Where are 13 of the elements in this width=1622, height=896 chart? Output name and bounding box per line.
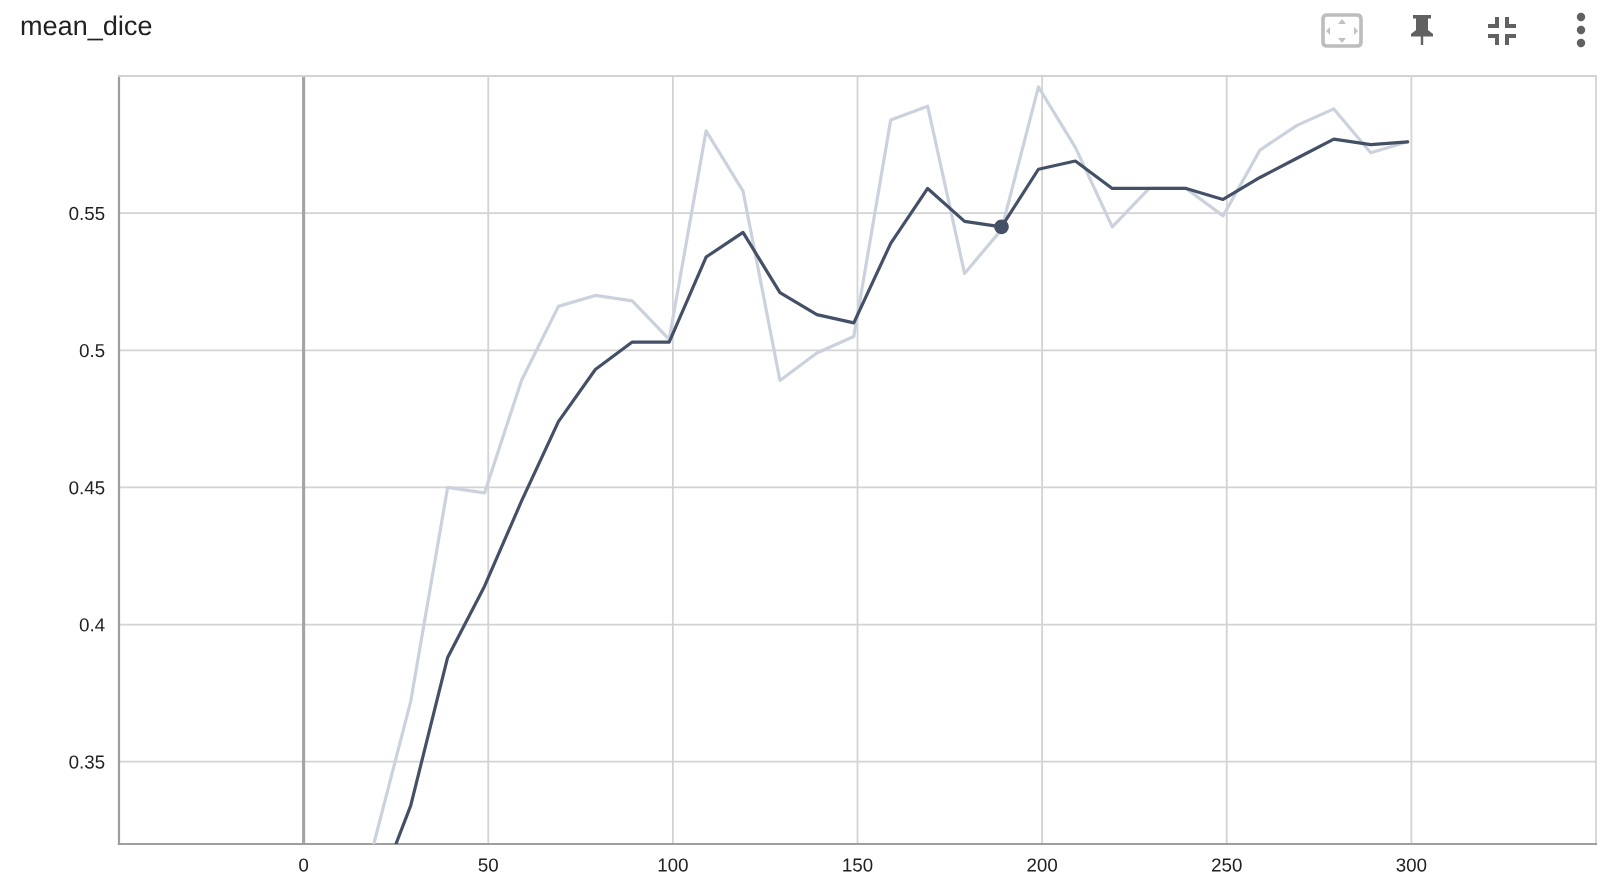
y-tick-label: 0.5 xyxy=(79,343,105,358)
y-tick-label: 0.45 xyxy=(69,481,105,495)
x-tick-label: 200 xyxy=(1027,858,1058,872)
y-tick-label: 0.55 xyxy=(69,206,105,221)
x-tick-label: 150 xyxy=(843,858,873,872)
y-tick-label: 0.35 xyxy=(69,755,105,769)
x-tick-label: 0 xyxy=(299,858,309,872)
x-tick-label: 100 xyxy=(658,858,688,872)
x-tick-label: 300 xyxy=(1396,858,1427,872)
chart-title: mean_dice xyxy=(21,15,152,41)
x-tick-label: 250 xyxy=(1212,858,1242,872)
x-tick-label: 50 xyxy=(478,858,498,872)
y-tick-label: 0.4 xyxy=(79,618,105,632)
